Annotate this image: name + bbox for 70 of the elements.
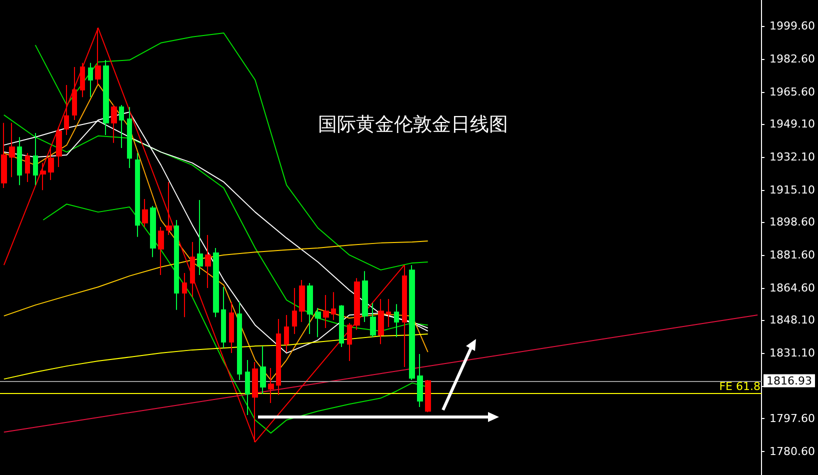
- candlestick: [245, 360, 250, 416]
- y-tick-label: 1999.60: [770, 20, 816, 33]
- candlestick: [378, 298, 384, 345]
- candlestick: [40, 162, 46, 191]
- candlestick: [425, 380, 431, 413]
- candlestick: [292, 287, 297, 335]
- candlestick: [323, 294, 329, 328]
- candlestick: [9, 122, 15, 178]
- candlestick: [80, 62, 85, 98]
- candlestick: [150, 206, 156, 258]
- candlestick: [111, 104, 117, 144]
- y-tick-label: 1982.60: [770, 52, 816, 66]
- candlestick: [339, 304, 344, 348]
- candlestick: [229, 301, 234, 354]
- y-tick-label: 1780.60: [770, 444, 816, 458]
- candlestick: [56, 126, 62, 168]
- y-tick-label: 1949.10: [770, 118, 816, 131]
- candlestick: [17, 136, 22, 186]
- y-tick-label: 1915.10: [770, 184, 816, 197]
- candlestick: [166, 181, 172, 236]
- candlestick: [221, 286, 226, 348]
- candlestick: [72, 66, 77, 121]
- candlestick: [315, 307, 321, 338]
- candlestick: [103, 60, 109, 136]
- line-series: [3, 334, 428, 380]
- candlestick: [174, 220, 179, 310]
- candlestick: [284, 314, 289, 353]
- candlestick: [417, 354, 423, 408]
- candlestick: [260, 346, 266, 395]
- candlestick: [370, 302, 376, 338]
- candlestick: [119, 104, 124, 148]
- candlestick: [182, 272, 187, 318]
- candlestick: [268, 368, 274, 404]
- candlestick: [142, 198, 148, 228]
- candlestick: [347, 322, 352, 362]
- y-tick-label: 1797.60: [770, 412, 816, 425]
- candlestick: [276, 318, 281, 396]
- y-tick-label: 1848.10: [770, 314, 816, 327]
- candlestick: [409, 264, 415, 381]
- candlestick: [299, 280, 305, 322]
- candlestick: [205, 234, 211, 288]
- candlestick: [158, 226, 164, 276]
- y-tick-label: 1932.10: [770, 150, 816, 164]
- ref-line-label: FE 61.8: [719, 380, 761, 394]
- candlestick: [127, 106, 132, 168]
- candlestick: [307, 282, 313, 335]
- y-tick-label: 1831.10: [770, 346, 816, 360]
- candlestick: [331, 292, 336, 321]
- candlestick: [213, 247, 219, 318]
- candlestick: [64, 84, 69, 136]
- candlestick: [33, 132, 38, 186]
- candlestick: [135, 152, 140, 238]
- y-tick-label: 1965.60: [770, 86, 816, 99]
- candlestick: [88, 62, 93, 98]
- candlestick: [197, 200, 203, 276]
- candlestick: [190, 241, 195, 298]
- candlestick: [1, 122, 7, 188]
- candlestick: [237, 301, 242, 381]
- y-tick-label: 1864.60: [770, 282, 816, 295]
- candlestick: [386, 298, 391, 328]
- candlestick: [354, 278, 360, 330]
- candlestick: [48, 146, 54, 181]
- text: 国际黄金伦敦金日线图: [318, 114, 508, 136]
- ref-line-label: 1816.93: [766, 374, 812, 388]
- y-tick-label: 1881.60: [770, 248, 816, 262]
- candlestick: [394, 304, 399, 338]
- line-series: [3, 240, 428, 316]
- y-tick-label: 1898.60: [770, 216, 816, 229]
- candlestick: [25, 152, 30, 182]
- candlestick: [362, 270, 368, 322]
